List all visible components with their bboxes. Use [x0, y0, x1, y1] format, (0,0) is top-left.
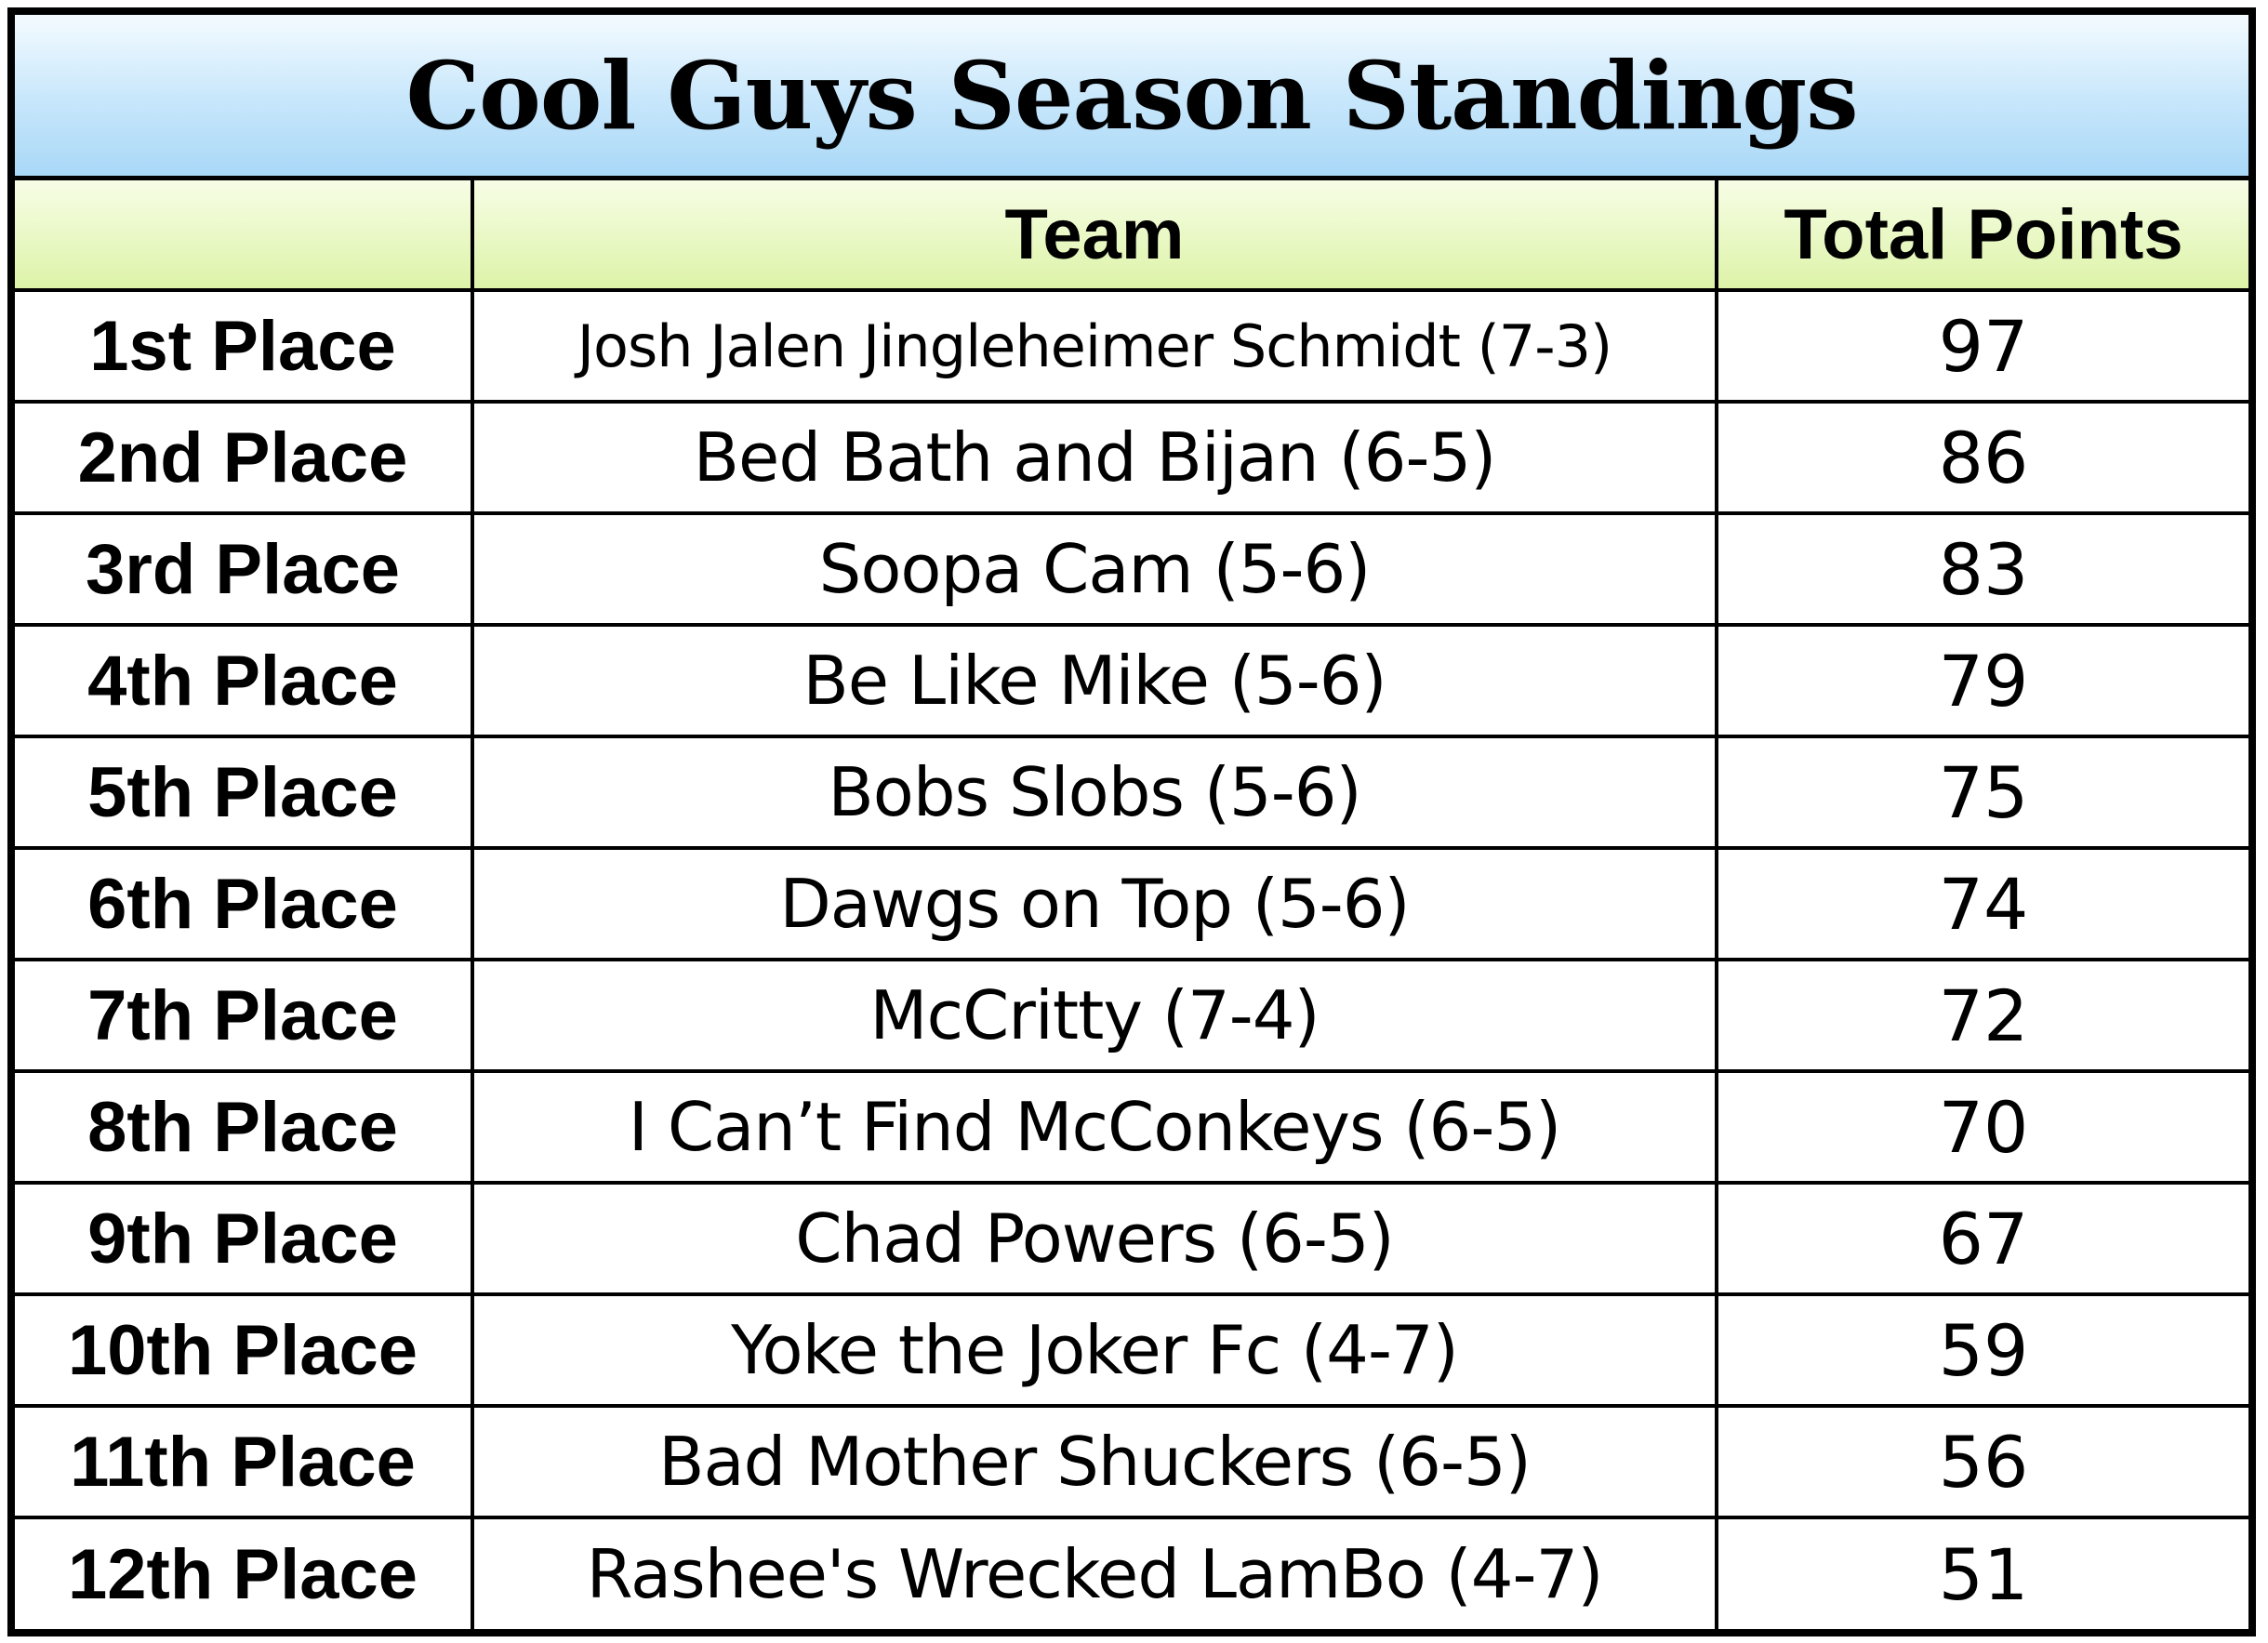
team-cell: Bed Bath and Bijan (6-5) — [471, 400, 1718, 515]
place-cell: 2nd Place — [15, 400, 474, 515]
table-row: 2nd Place Bed Bath and Bijan (6-5) 86 — [15, 400, 2248, 515]
team-cell: Soopa Cam (5-6) — [471, 511, 1718, 627]
header-row: Team Total Points — [15, 180, 2248, 292]
table-row: 12th Place Rashee's Wrecked LamBo (4-7) … — [15, 1516, 2248, 1629]
place-cell: 1st Place — [15, 288, 474, 404]
team-cell: Rashee's Wrecked LamBo (4-7) — [471, 1516, 1718, 1629]
standings-table: Team Total Points 1st Place Josh Jalen J… — [15, 180, 2248, 1629]
place-cell: 3rd Place — [15, 511, 474, 627]
table-row: 10th Place Yoke the Joker Fc (4-7) 59 — [15, 1292, 2248, 1408]
team-cell: Bad Mother Shuckers (6-5) — [471, 1404, 1718, 1519]
page-title: Cool Guys Season Standings — [405, 40, 1858, 151]
table-row: 5th Place Bobs Slobs (5-6) 75 — [15, 735, 2248, 850]
points-cell: 83 — [1715, 511, 2248, 627]
team-cell: Josh Jalen Jingleheimer Schmidt (7-3) — [471, 288, 1718, 404]
column-header-place — [15, 180, 474, 292]
table-row: 1st Place Josh Jalen Jingleheimer Schmid… — [15, 288, 2248, 404]
place-cell: 9th Place — [15, 1181, 474, 1296]
place-cell: 10th Place — [15, 1292, 474, 1408]
place-cell: 12th Place — [15, 1516, 474, 1629]
title-bar: Cool Guys Season Standings — [15, 15, 2248, 180]
team-cell: Be Like Mike (5-6) — [471, 623, 1718, 738]
points-cell: 51 — [1715, 1516, 2248, 1629]
place-cell: 5th Place — [15, 735, 474, 850]
team-cell: I Can’t Find McConkeys (6-5) — [471, 1069, 1718, 1185]
points-cell: 56 — [1715, 1404, 2248, 1519]
column-header-team: Team — [471, 180, 1718, 292]
points-cell: 75 — [1715, 735, 2248, 850]
table-row: 9th Place Chad Powers (6-5) 67 — [15, 1181, 2248, 1296]
table-row: 3rd Place Soopa Cam (5-6) 83 — [15, 511, 2248, 627]
table-row: 7th Place McCritty (7-4) 72 — [15, 958, 2248, 1073]
team-cell: McCritty (7-4) — [471, 958, 1718, 1073]
points-cell: 59 — [1715, 1292, 2248, 1408]
points-cell: 70 — [1715, 1069, 2248, 1185]
place-cell: 8th Place — [15, 1069, 474, 1185]
team-cell: Bobs Slobs (5-6) — [471, 735, 1718, 850]
column-header-points: Total Points — [1715, 180, 2248, 292]
place-cell: 11th Place — [15, 1404, 474, 1519]
team-cell: Yoke the Joker Fc (4-7) — [471, 1292, 1718, 1408]
table-row: 8th Place I Can’t Find McConkeys (6-5) 7… — [15, 1069, 2248, 1185]
place-cell: 7th Place — [15, 958, 474, 1073]
points-cell: 97 — [1715, 288, 2248, 404]
table-body: 1st Place Josh Jalen Jingleheimer Schmid… — [15, 288, 2248, 1629]
table-row: 4th Place Be Like Mike (5-6) 79 — [15, 623, 2248, 738]
table-row: 11th Place Bad Mother Shuckers (6-5) 56 — [15, 1404, 2248, 1519]
team-cell: Dawgs on Top (5-6) — [471, 846, 1718, 961]
standings-sheet: Cool Guys Season Standings Team Total Po… — [7, 7, 2256, 1636]
table-row: 6th Place Dawgs on Top (5-6) 74 — [15, 846, 2248, 961]
points-cell: 79 — [1715, 623, 2248, 738]
points-cell: 74 — [1715, 846, 2248, 961]
table-header: Team Total Points — [15, 180, 2248, 292]
place-cell: 4th Place — [15, 623, 474, 738]
place-cell: 6th Place — [15, 846, 474, 961]
team-cell: Chad Powers (6-5) — [471, 1181, 1718, 1296]
points-cell: 72 — [1715, 958, 2248, 1073]
points-cell: 67 — [1715, 1181, 2248, 1296]
points-cell: 86 — [1715, 400, 2248, 515]
